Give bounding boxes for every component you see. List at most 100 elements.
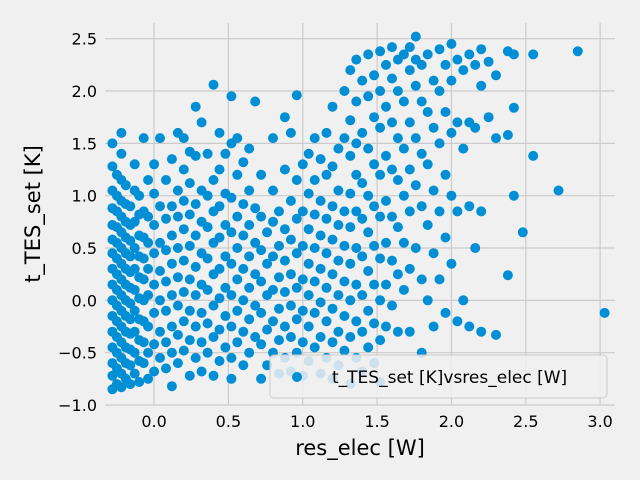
- data-point: [381, 279, 391, 290]
- data-point: [476, 80, 487, 91]
- data-point: [129, 159, 140, 170]
- legend-label: t_TES_set [K]vsres_elec [W]: [332, 368, 567, 388]
- data-point: [172, 272, 183, 283]
- data-point: [190, 321, 201, 332]
- x-tick-label: 0.0: [141, 412, 166, 431]
- data-point: [422, 107, 433, 117]
- data-point: [321, 213, 332, 224]
- data-point: [256, 211, 267, 222]
- data-point: [125, 314, 136, 325]
- data-point: [107, 161, 118, 172]
- data-point: [166, 201, 177, 212]
- data-point: [422, 159, 433, 170]
- data-point: [517, 227, 528, 238]
- data-point: [375, 335, 386, 346]
- data-point: [315, 263, 326, 274]
- data-point: [149, 220, 160, 230]
- data-point: [351, 138, 362, 149]
- data-point: [404, 263, 415, 274]
- legend-marker: [292, 372, 302, 382]
- data-point: [309, 175, 320, 185]
- data-point: [398, 237, 409, 248]
- data-point: [363, 266, 374, 276]
- data-point: [321, 169, 332, 180]
- data-point: [250, 96, 261, 107]
- data-point: [309, 243, 320, 253]
- data-point: [428, 122, 439, 133]
- data-point: [202, 148, 213, 159]
- data-point: [268, 185, 278, 196]
- data-point: [166, 347, 177, 358]
- data-point: [410, 133, 421, 144]
- data-point: [339, 240, 350, 251]
- data-point: [339, 206, 350, 217]
- data-point: [166, 290, 177, 301]
- data-point: [214, 356, 225, 366]
- data-point: [446, 127, 457, 138]
- data-point: [491, 133, 501, 144]
- data-point: [410, 80, 421, 91]
- data-point: [440, 169, 451, 180]
- data-point: [244, 185, 255, 196]
- data-point: [404, 206, 415, 217]
- data-point: [416, 274, 427, 285]
- legend-box: [269, 354, 608, 399]
- data-point: [333, 143, 344, 154]
- data-point: [398, 143, 409, 154]
- data-point: [339, 133, 350, 144]
- data-point: [220, 148, 231, 159]
- data-point: [309, 342, 320, 353]
- data-point: [244, 220, 255, 230]
- data-point: [327, 101, 338, 112]
- data-point: [214, 164, 225, 175]
- data-point: [345, 115, 356, 126]
- data-point: [416, 201, 427, 212]
- data-point: [387, 42, 397, 53]
- data-point: [416, 148, 427, 159]
- data-point: [238, 199, 249, 210]
- data-point: [428, 321, 439, 332]
- data-point: [404, 42, 415, 53]
- data-point: [274, 240, 284, 251]
- data-point: [268, 316, 278, 327]
- data-point: [250, 300, 261, 311]
- data-point: [345, 150, 356, 161]
- data-point: [357, 127, 368, 138]
- data-point: [279, 112, 290, 123]
- data-point: [129, 305, 140, 316]
- data-point: [125, 235, 136, 246]
- data-point: [327, 234, 338, 245]
- data-point: [129, 284, 140, 295]
- data-point: [345, 188, 356, 199]
- data-point: [369, 112, 380, 123]
- data-point: [178, 133, 189, 144]
- data-point: [256, 373, 267, 384]
- data-point: [161, 213, 171, 224]
- data-point: [129, 326, 140, 337]
- data-point: [143, 263, 154, 274]
- data-point: [161, 305, 171, 316]
- data-point: [143, 373, 154, 384]
- data-point: [279, 164, 290, 175]
- data-point: [315, 332, 326, 342]
- data-point: [196, 307, 207, 318]
- data-point: [508, 49, 519, 60]
- data-point: [387, 117, 397, 128]
- data-point: [327, 337, 338, 348]
- data-point: [291, 90, 302, 101]
- data-point: [422, 220, 433, 230]
- data-point: [363, 190, 374, 201]
- data-point: [149, 159, 160, 170]
- data-point: [315, 297, 326, 308]
- data-point: [214, 201, 225, 212]
- data-point: [155, 237, 165, 248]
- data-point: [476, 206, 487, 217]
- data-point: [232, 211, 243, 222]
- data-point: [303, 224, 314, 235]
- data-point: [434, 206, 445, 217]
- data-point: [214, 232, 225, 243]
- data-point: [178, 345, 189, 356]
- data-point: [508, 102, 519, 113]
- data-point: [116, 382, 127, 393]
- data-point: [285, 332, 296, 342]
